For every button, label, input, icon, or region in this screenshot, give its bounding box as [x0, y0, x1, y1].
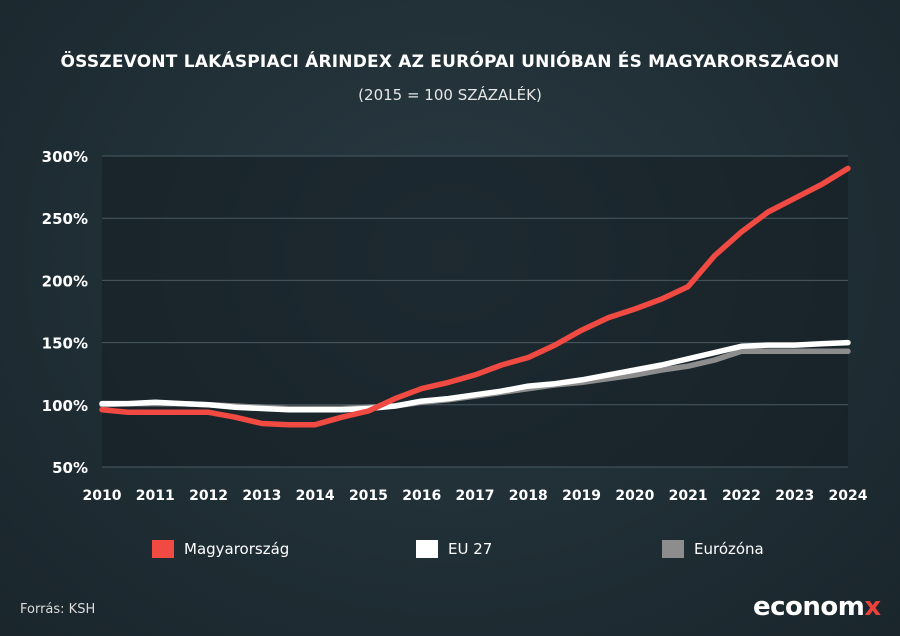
source-note: Forrás: KSH: [20, 602, 96, 617]
legend-swatch: [662, 540, 684, 558]
legend-item-magyarorszag: Magyarország: [152, 540, 289, 558]
x-tick-label: 2017: [456, 488, 495, 504]
y-tick-label: 300%: [42, 148, 88, 166]
chart-subtitle: (2015 = 100 SZÁZALÉK): [358, 86, 542, 104]
y-tick-label: 250%: [42, 210, 88, 228]
legend-swatch: [416, 540, 438, 558]
x-tick-label: 2011: [136, 488, 175, 504]
y-tick-label: 150%: [42, 335, 88, 353]
legend-item-eu27: EU 27: [416, 540, 492, 558]
legend-item-eurozona: Eurózóna: [662, 540, 764, 558]
economx-logo: economx: [753, 592, 881, 622]
series-line-0: [99, 165, 851, 428]
y-tick-label: 50%: [52, 459, 88, 477]
y-tick-label: 100%: [42, 397, 88, 415]
x-tick-label: 2013: [242, 488, 281, 504]
x-tick-label: 2020: [615, 488, 654, 504]
x-tick-label: 2012: [189, 488, 228, 504]
y-tick-label: 200%: [42, 272, 88, 290]
chart-title: ÖSSZEVONT LAKÁSPIACI ÁRINDEX AZ EURÓPAI …: [60, 52, 840, 72]
series-line-1: [99, 339, 851, 413]
legend-label: Magyarország: [184, 540, 290, 558]
x-tick-label: 2018: [509, 488, 548, 504]
legend-label: EU 27: [448, 540, 493, 558]
x-tick-label: 2014: [296, 488, 335, 504]
x-tick-label: 2021: [669, 488, 708, 504]
x-tick-label: 2022: [722, 488, 761, 504]
x-tick-label: 2024: [829, 488, 868, 504]
legend-swatch: [152, 540, 174, 558]
logo-main: econom: [753, 592, 865, 622]
x-tick-label: 2016: [402, 488, 441, 504]
x-tick-label: 2019: [562, 488, 601, 504]
x-tick-label: 2015: [349, 488, 388, 504]
x-tick-label: 2023: [775, 488, 814, 504]
logo-accent: x: [864, 592, 881, 622]
plot-area: [102, 156, 848, 467]
x-tick-label: 2010: [83, 488, 122, 504]
legend-label: Eurózóna: [694, 540, 764, 558]
